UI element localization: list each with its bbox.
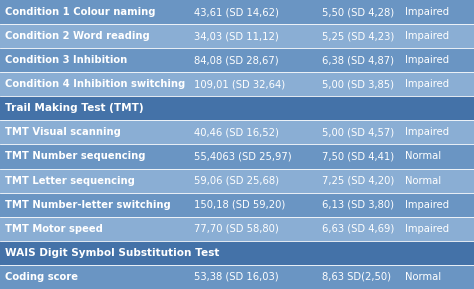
FancyBboxPatch shape xyxy=(0,217,474,241)
FancyBboxPatch shape xyxy=(0,72,474,96)
Text: 5,00 (SD 3,85): 5,00 (SD 3,85) xyxy=(322,79,394,89)
Text: Condition 3 Inhibition: Condition 3 Inhibition xyxy=(5,55,127,65)
Text: Condition 4 Inhibition switching: Condition 4 Inhibition switching xyxy=(5,79,185,89)
Text: 5,25 (SD 4,23): 5,25 (SD 4,23) xyxy=(322,31,394,41)
FancyBboxPatch shape xyxy=(0,24,474,48)
Text: Condition 1 Colour naming: Condition 1 Colour naming xyxy=(5,7,155,17)
Text: TMT Motor speed: TMT Motor speed xyxy=(5,224,102,234)
Text: TMT Visual scanning: TMT Visual scanning xyxy=(5,127,120,137)
Text: 59,06 (SD 25,68): 59,06 (SD 25,68) xyxy=(194,175,279,186)
Text: TMT Number-letter switching: TMT Number-letter switching xyxy=(5,200,171,210)
Text: 5,50 (SD 4,28): 5,50 (SD 4,28) xyxy=(322,7,394,17)
Text: 5,00 (SD 4,57): 5,00 (SD 4,57) xyxy=(322,127,394,137)
Text: Impaired: Impaired xyxy=(405,224,449,234)
Text: 43,61 (SD 14,62): 43,61 (SD 14,62) xyxy=(194,7,279,17)
Text: TMT Letter sequencing: TMT Letter sequencing xyxy=(5,175,135,186)
FancyBboxPatch shape xyxy=(0,0,474,24)
Text: 40,46 (SD 16,52): 40,46 (SD 16,52) xyxy=(194,127,279,137)
Text: 53,38 (SD 16,03): 53,38 (SD 16,03) xyxy=(194,272,279,282)
Text: Condition 2 Word reading: Condition 2 Word reading xyxy=(5,31,149,41)
FancyBboxPatch shape xyxy=(0,120,474,144)
FancyBboxPatch shape xyxy=(0,265,474,289)
FancyBboxPatch shape xyxy=(0,168,474,192)
Text: Coding score: Coding score xyxy=(5,272,78,282)
FancyBboxPatch shape xyxy=(0,144,474,168)
Text: 7,50 (SD 4,41): 7,50 (SD 4,41) xyxy=(322,151,394,162)
Text: Impaired: Impaired xyxy=(405,55,449,65)
Text: 109,01 (SD 32,64): 109,01 (SD 32,64) xyxy=(194,79,285,89)
Text: WAIS Digit Symbol Substitution Test: WAIS Digit Symbol Substitution Test xyxy=(5,248,219,258)
FancyBboxPatch shape xyxy=(0,96,474,120)
Text: 6,13 (SD 3,80): 6,13 (SD 3,80) xyxy=(322,200,394,210)
Text: Impaired: Impaired xyxy=(405,200,449,210)
Text: 55,4063 (SD 25,97): 55,4063 (SD 25,97) xyxy=(194,151,292,162)
Text: Impaired: Impaired xyxy=(405,31,449,41)
Text: 6,63 (SD 4,69): 6,63 (SD 4,69) xyxy=(322,224,394,234)
Text: 77,70 (SD 58,80): 77,70 (SD 58,80) xyxy=(194,224,279,234)
Text: 84,08 (SD 28,67): 84,08 (SD 28,67) xyxy=(194,55,279,65)
Text: 8,63 SD(2,50): 8,63 SD(2,50) xyxy=(322,272,392,282)
Text: Impaired: Impaired xyxy=(405,7,449,17)
Text: 7,25 (SD 4,20): 7,25 (SD 4,20) xyxy=(322,175,394,186)
Text: Normal: Normal xyxy=(405,272,441,282)
Text: Impaired: Impaired xyxy=(405,79,449,89)
Text: Impaired: Impaired xyxy=(405,127,449,137)
FancyBboxPatch shape xyxy=(0,48,474,72)
Text: Trail Making Test (TMT): Trail Making Test (TMT) xyxy=(5,103,143,113)
Text: 6,38 (SD 4,87): 6,38 (SD 4,87) xyxy=(322,55,394,65)
Text: Normal: Normal xyxy=(405,175,441,186)
Text: 150,18 (SD 59,20): 150,18 (SD 59,20) xyxy=(194,200,286,210)
Text: Normal: Normal xyxy=(405,151,441,162)
FancyBboxPatch shape xyxy=(0,241,474,265)
Text: 34,03 (SD 11,12): 34,03 (SD 11,12) xyxy=(194,31,279,41)
FancyBboxPatch shape xyxy=(0,192,474,217)
Text: TMT Number sequencing: TMT Number sequencing xyxy=(5,151,145,162)
